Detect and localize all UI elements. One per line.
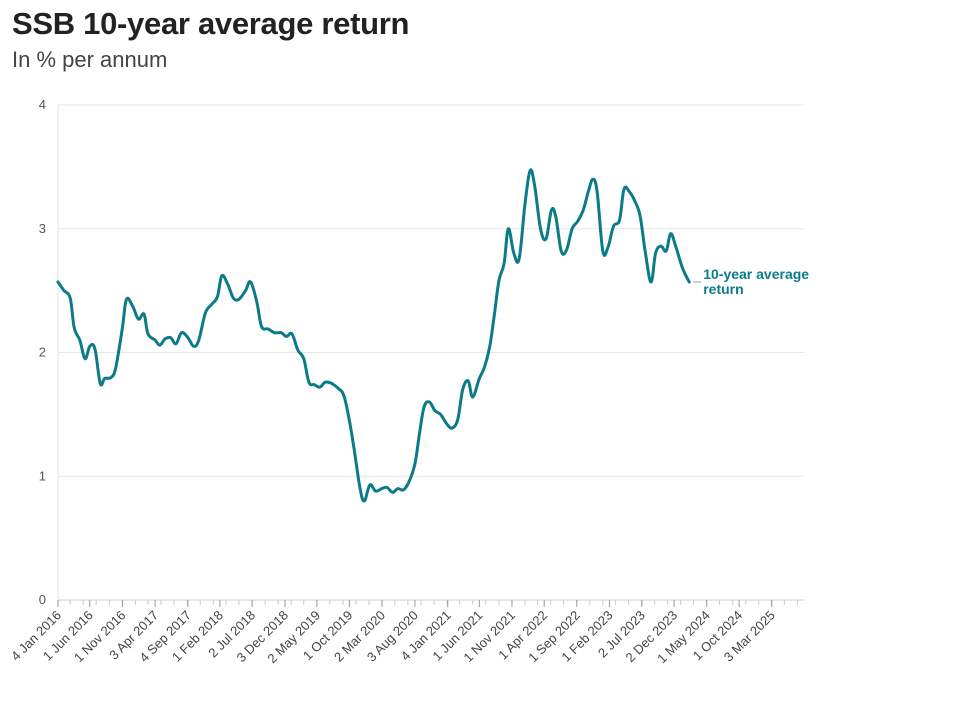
y-tick-label: 4 bbox=[39, 97, 46, 112]
series-line-0 bbox=[56, 168, 691, 503]
gridlines bbox=[57, 104, 804, 601]
y-tick-label: 3 bbox=[39, 221, 46, 236]
y-axis-ticks: 0 1 2 3 4 bbox=[39, 97, 46, 607]
chart-subtitle: In % per annum bbox=[12, 47, 168, 72]
chart-title: SSB 10-year average return bbox=[12, 6, 410, 41]
y-tick-label: 2 bbox=[39, 345, 46, 360]
y-tick-label: 1 bbox=[39, 468, 46, 483]
series-layer: 10-year average return bbox=[56, 168, 809, 503]
series-label: 10-year average return bbox=[703, 266, 809, 297]
y-tick-label: 0 bbox=[39, 592, 46, 607]
